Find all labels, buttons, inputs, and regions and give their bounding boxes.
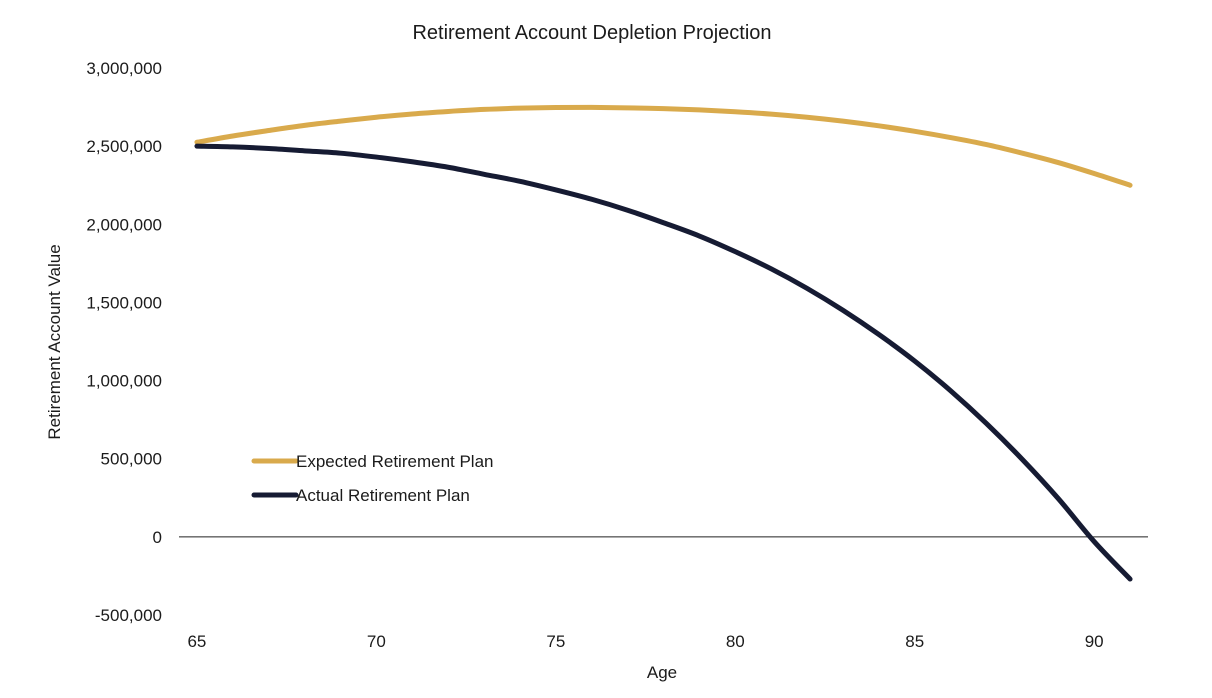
x-tick-label: 70 <box>367 632 386 651</box>
x-tick-label: 80 <box>726 632 745 651</box>
plot-area <box>194 104 1133 582</box>
y-tick-label: 2,000,000 <box>86 215 162 234</box>
y-tick-label: 2,500,000 <box>86 137 162 156</box>
y-axis-label: Retirement Account Value <box>45 244 64 439</box>
x-axis-ticks: 65 70 75 80 85 90 <box>187 632 1103 651</box>
y-axis-ticks: -500,000 0 500,000 1,000,000 1,500,000 2,000,… <box>86 59 162 625</box>
y-tick-label: 1,000,000 <box>86 372 162 391</box>
y-tick-label: 1,500,000 <box>86 293 162 312</box>
chart-title: Retirement Account Depletion Projection <box>412 22 771 44</box>
y-tick-label: 0 <box>153 528 162 547</box>
x-axis-label: Age <box>647 663 677 682</box>
y-tick-label: 3,000,000 <box>86 59 162 78</box>
legend-label-expected: Expected Retirement Plan <box>296 452 494 471</box>
series-line-expected <box>194 104 1133 188</box>
x-tick-label: 90 <box>1085 632 1104 651</box>
y-tick-label: 500,000 <box>101 450 162 469</box>
x-tick-label: 75 <box>546 632 565 651</box>
series-line-actual <box>194 143 1133 582</box>
legend: Expected Retirement Plan Actual Retireme… <box>251 452 494 505</box>
x-tick-label: 85 <box>905 632 924 651</box>
legend-label-actual: Actual Retirement Plan <box>296 486 470 505</box>
x-tick-label: 65 <box>187 632 206 651</box>
y-tick-label: -500,000 <box>95 606 162 625</box>
